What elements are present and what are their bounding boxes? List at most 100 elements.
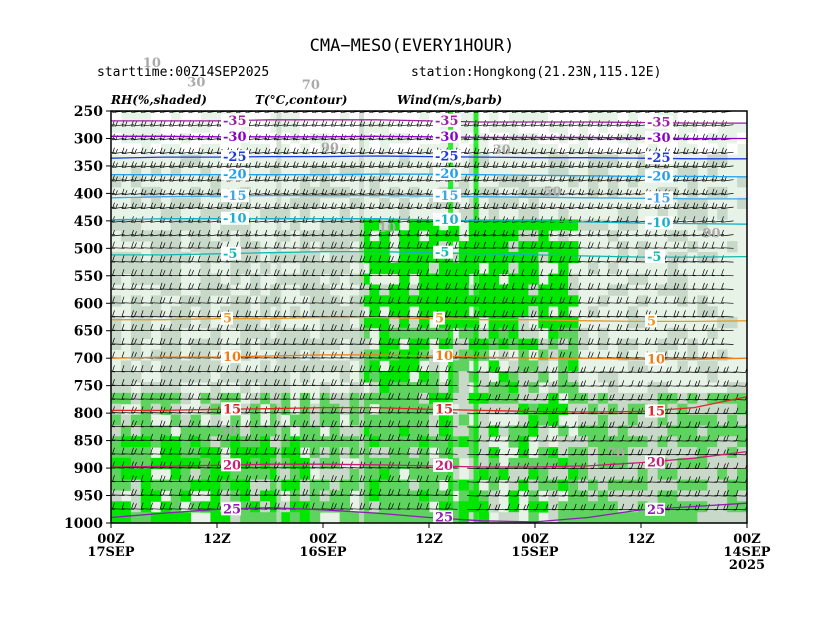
wind-barb-flag (331, 120, 334, 127)
rh-cell (548, 382, 559, 394)
rh-cell (538, 436, 549, 448)
wind-barb-flag (568, 269, 572, 276)
wind-barb-flag (159, 229, 163, 237)
wind-barb-flag (121, 241, 125, 248)
wind-barb (388, 274, 401, 277)
wind-barb-flag (311, 269, 315, 276)
wind-barb-flag (207, 188, 211, 195)
rh-cell (578, 479, 589, 491)
wind-barb (540, 274, 553, 277)
wind-barb (312, 261, 325, 263)
rh-cell (140, 360, 152, 372)
rh-cell (617, 414, 629, 426)
wind-barb-flag (340, 229, 344, 237)
wind-barb (274, 288, 287, 290)
wind-barb-flag (549, 323, 553, 331)
wind-barb-flag (692, 161, 696, 168)
rh-cell (150, 197, 162, 209)
rh-cell (359, 230, 370, 242)
rh-cell (349, 512, 360, 523)
wind-barb-flag (143, 190, 147, 196)
wind-barb (483, 329, 496, 332)
wind-barb-flag (676, 217, 680, 223)
wind-barb-flag (162, 311, 166, 317)
wind-barb-flag (378, 241, 382, 248)
rh-cell (289, 479, 301, 491)
wind-barb-flag (191, 324, 194, 331)
wind-barb (112, 274, 125, 277)
rh-cell (399, 241, 410, 253)
rh-streak (276, 111, 282, 523)
rh-cell (717, 425, 728, 437)
wind-barb-flag (121, 255, 125, 262)
wind-barb (657, 371, 670, 373)
wind-barb-flag (721, 337, 724, 345)
rh-cell (111, 295, 122, 307)
wind-barb-flag (705, 297, 708, 303)
wind-barb-flag (350, 174, 353, 182)
wind-barb-flag (324, 111, 326, 113)
wind-barb-flag (619, 297, 623, 303)
wind-barb (141, 274, 154, 277)
rh-cell (538, 360, 549, 372)
wind-barb-flag (419, 162, 423, 168)
wind-barb-flag (578, 202, 582, 209)
wind-barb-flag (302, 120, 306, 127)
rh-cell (548, 392, 559, 405)
wind-barb-flag (416, 174, 420, 182)
rh-cell (687, 392, 698, 405)
wind-barb (131, 288, 144, 290)
rh-cell (607, 132, 619, 144)
wind-barb (540, 343, 553, 345)
rh-cell (200, 306, 211, 318)
rh-cell (299, 121, 311, 134)
rh-cell (359, 371, 370, 383)
wind-barb-flag (476, 269, 480, 276)
rh-cell (379, 392, 390, 405)
wind-barb-flag (568, 296, 572, 303)
rh-cell (309, 436, 321, 448)
rh-cell (438, 436, 450, 448)
rh-cell (508, 317, 519, 329)
wind-barb-flag (359, 229, 363, 237)
rh-cell (240, 219, 251, 231)
rh-cell (409, 414, 420, 426)
rh-cell (309, 197, 321, 209)
rh-cell (627, 512, 639, 523)
wind-barb-flag (334, 256, 337, 262)
wind-barb-flag (121, 296, 125, 303)
wind-barb-flag (103, 203, 105, 209)
wind-barb-flag (511, 161, 515, 168)
wind-barb-flag (495, 176, 499, 182)
rh-cell (359, 501, 370, 513)
wind-barb-flag (416, 161, 420, 168)
wind-barb (198, 370, 211, 373)
wind-barb-flag (521, 323, 525, 331)
wind-barb-flag (705, 269, 708, 276)
wind-barb-flag (514, 111, 517, 113)
rh-cell (339, 501, 350, 513)
wind-barb-flag (410, 162, 413, 168)
wind-barb-flag (669, 366, 672, 373)
rh-cell (478, 382, 490, 394)
wind-barb (435, 343, 449, 345)
wind-barb-flag (492, 147, 496, 154)
wind-barb-flag (606, 296, 610, 303)
wind-barb-flag (181, 121, 185, 127)
rh-cell (200, 251, 211, 264)
wind-barb-flag (597, 296, 601, 303)
wind-barb-flag (106, 298, 108, 303)
rh-cell (737, 382, 747, 394)
wind-barb-flag (131, 147, 134, 154)
wind-barb (464, 288, 477, 290)
wind-barb-flag (590, 111, 593, 113)
rh-cell (130, 468, 142, 481)
rh-cell (130, 501, 142, 513)
rh-cell (180, 392, 191, 405)
wind-barb-flag (625, 202, 629, 209)
wind-barb-flag (283, 174, 287, 182)
wind-barb (664, 316, 677, 318)
rh-cell (210, 273, 221, 285)
wind-barb (673, 343, 686, 345)
rh-cell (130, 230, 142, 242)
